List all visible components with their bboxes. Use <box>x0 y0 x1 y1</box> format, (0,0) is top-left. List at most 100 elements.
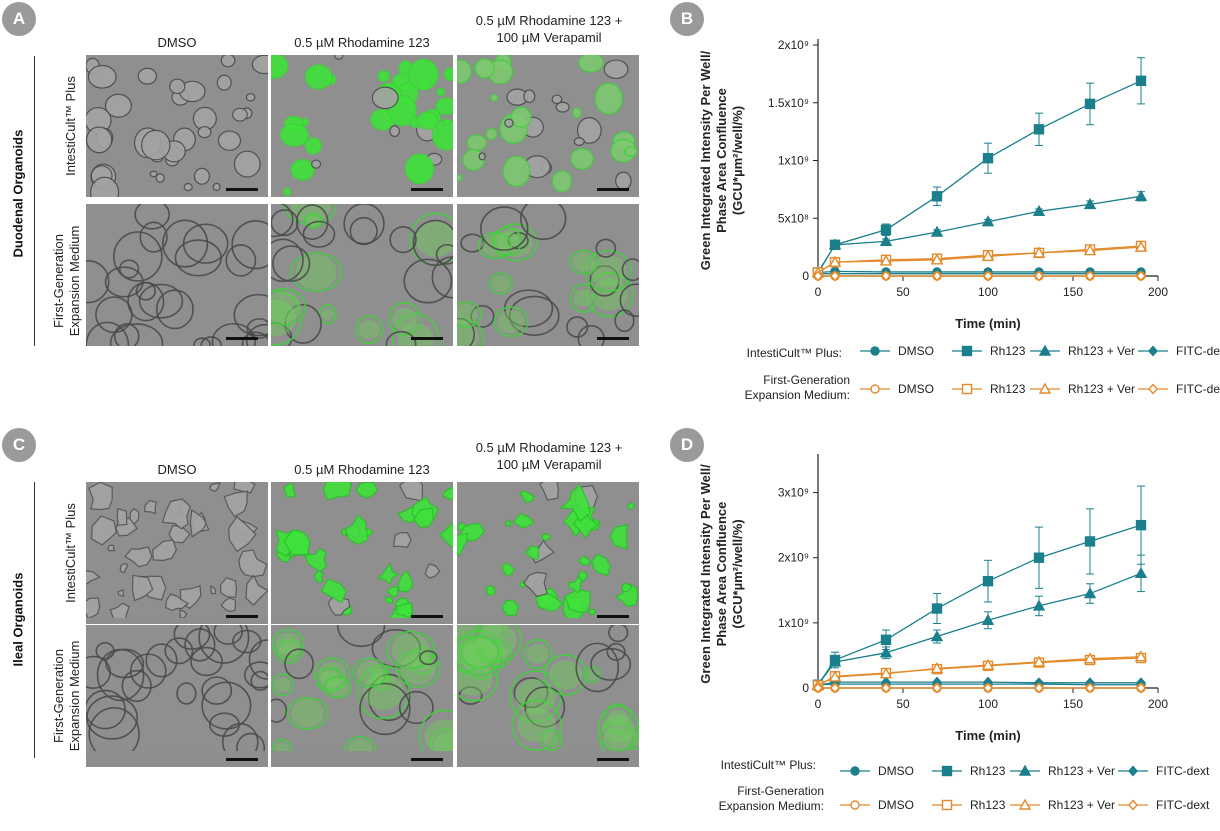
data-point <box>813 682 823 694</box>
legend-marker-icon <box>1118 799 1148 811</box>
legend-marker <box>961 383 973 395</box>
y-tick-label: 0 <box>802 681 809 695</box>
series-intesticult-plus-rh123-plus-ver <box>811 554 1148 690</box>
x-axis-label: Time (min) <box>955 316 1021 331</box>
legend-item-rh123-plus-ver-orange: Rh123 + Ver <box>1028 382 1135 396</box>
series-line <box>817 572 1142 686</box>
scale-bar <box>226 615 258 618</box>
legend-label: Rh123 <box>990 344 1026 358</box>
legend-item-rh123-teal: Rh123 <box>930 764 1005 778</box>
legend-marker-icon <box>952 345 982 357</box>
data-point <box>1033 124 1045 135</box>
series-first-generation-rh123-plus-ver <box>811 650 1148 691</box>
legend-item-rh123-teal: Rh123 <box>950 344 1025 358</box>
x-tick-label: 150 <box>1063 697 1083 711</box>
legend-item-fitc-dext-teal: FITC-dext <box>1136 344 1220 358</box>
y-tick-label: 1.5x10⁹ <box>768 96 809 110</box>
scale-bar <box>597 615 629 618</box>
data-point <box>1135 519 1147 531</box>
data-point <box>879 667 893 679</box>
scale-bar <box>411 188 443 191</box>
data-point <box>830 682 840 694</box>
series-intesticult-plus-fitc-dext <box>813 268 1146 280</box>
data-point <box>828 255 842 267</box>
legend-marker-icon <box>932 765 962 777</box>
legend-group-intesticult: IntestiCult™ Plus: <box>720 758 816 772</box>
legend-marker <box>1128 765 1138 777</box>
legend-d: IntestiCult™ Plus: First-Generation Expa… <box>690 752 1220 822</box>
scale-bar <box>226 188 258 191</box>
data-point <box>981 249 995 262</box>
micrograph-c-1-2 <box>271 482 453 624</box>
data-point <box>983 682 993 694</box>
legend-group-firstgen-line1: First-Generation <box>737 784 824 798</box>
series-first-generation-fitc-dext <box>813 682 1146 694</box>
series-line <box>817 246 1142 274</box>
side-label-duodenal: Duodenal Organoids <box>10 129 26 258</box>
legend-marker <box>850 766 860 776</box>
legend-marker <box>850 800 860 810</box>
micrograph-a-1-3 <box>457 55 639 197</box>
data-point <box>981 215 995 227</box>
legend-label: Rh123 <box>970 798 1006 812</box>
micrograph-c-1-3 <box>457 482 639 624</box>
legend-marker <box>1018 799 1032 810</box>
data-point <box>930 630 944 642</box>
legend-label: DMSO <box>898 344 934 358</box>
x-tick-label: 100 <box>978 697 998 711</box>
legend-marker-icon <box>1138 383 1168 395</box>
column-heading-rh123-c: 0.5 µM Rhodamine 123 <box>294 462 430 477</box>
legend-label: Rh123 <box>970 764 1006 778</box>
x-tick-label: 200 <box>1148 697 1168 711</box>
row-label-intesticult-a: IntestiCult™ Plus <box>63 76 78 176</box>
legend-marker-icon <box>840 766 870 776</box>
scale-bar <box>226 758 258 761</box>
data-point <box>1085 270 1095 282</box>
x-tick-label: 0 <box>815 697 822 711</box>
data-point <box>881 270 891 282</box>
scale-bar <box>597 337 629 340</box>
row-label-intesticult-c: IntestiCult™ Plus <box>63 503 78 603</box>
legend-marker-icon <box>860 346 890 356</box>
legend-label: FITC-dext <box>1176 344 1220 358</box>
data-point <box>981 658 995 670</box>
scale-bar <box>411 337 443 340</box>
y-tick-label: 2x10⁹ <box>778 38 809 52</box>
legend-item-dmso-teal: DMSO <box>838 764 914 778</box>
data-point <box>930 225 944 237</box>
series-line <box>817 195 1142 273</box>
legend-item-rh123-plus-ver-orange: Rh123 + Ver <box>1008 798 1115 812</box>
legend-marker <box>941 799 953 811</box>
data-point <box>813 270 823 282</box>
legend-label: DMSO <box>878 798 914 812</box>
y-tick-label: 1x10⁹ <box>778 616 809 630</box>
legend-marker <box>870 346 880 356</box>
legend-group-firstgen-line2: Expansion Medium: <box>718 799 824 813</box>
micrograph-c-2-3 <box>457 625 639 767</box>
data-point <box>1135 75 1147 87</box>
chart-b: 0 50 100 150 200 0 5x10⁸ 1x10⁹ 1.5x10⁹ 2x10⁹ Time … <box>698 38 1168 331</box>
micrograph-a-2-1 <box>86 204 268 346</box>
legend-marker <box>1038 383 1052 394</box>
data-point <box>1134 566 1148 579</box>
data-point <box>932 682 942 694</box>
legend-item-fitc-dext-orange: FITC-dext <box>1116 798 1209 812</box>
panel-badge-d: D <box>670 428 704 462</box>
data-point <box>879 234 893 247</box>
series-line <box>817 683 1141 686</box>
legend-marker <box>1128 799 1138 811</box>
series-line <box>817 270 1141 274</box>
data-point <box>1084 536 1096 547</box>
y-tick-label: 1x10⁹ <box>778 154 809 168</box>
row-label-firstgen-a: First-Generation Expansion Medium <box>51 225 82 337</box>
data-point <box>1033 552 1045 563</box>
data-point <box>879 646 893 658</box>
legend-marker-icon <box>1118 765 1148 777</box>
data-point <box>1134 650 1148 662</box>
micrograph-c-2-1 <box>86 625 268 767</box>
data-point <box>1032 655 1046 667</box>
legend-label: Rh123 <box>990 382 1026 396</box>
data-point <box>828 238 842 250</box>
column-heading-rh123-a: 0.5 µM Rhodamine 123 <box>294 35 430 50</box>
data-point <box>982 575 994 587</box>
